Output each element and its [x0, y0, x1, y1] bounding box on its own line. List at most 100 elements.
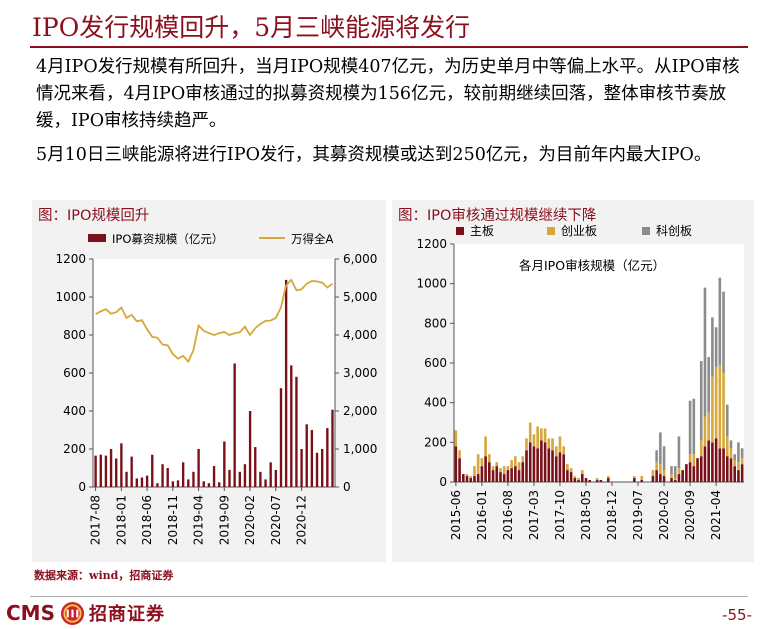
ipo-size-bar: [331, 409, 334, 487]
ipo-size-bar: [238, 471, 241, 487]
review-bar-2: [718, 277, 722, 365]
ipo-size-bar: [320, 449, 324, 487]
review-bar-1: [703, 416, 707, 447]
ipo-size-bar: [202, 481, 205, 487]
review-bar-1: [714, 366, 718, 439]
review-bar-1: [725, 436, 729, 457]
review-bar-0: [651, 476, 655, 482]
chart-ipo-size: IPO募资规模（亿元） 万得全A 0 200 400 600 800 1000 1200 0 1,0…: [55, 232, 377, 545]
review-bar-1: [670, 474, 673, 479]
review-bar-0: [473, 476, 476, 482]
legend-swatch-2: [642, 227, 650, 235]
review-bar-0: [547, 448, 551, 482]
ipo-size-bar: [218, 482, 221, 487]
review-bar-0: [536, 448, 539, 482]
y-right-tick-label: 3,000: [343, 366, 377, 380]
review-bar-0: [640, 480, 644, 482]
legend-swatch-1: [547, 227, 555, 235]
review-bar-0: [495, 466, 499, 482]
review-bar-2: [699, 361, 703, 441]
ipo-size-bar: [187, 479, 190, 487]
review-bar-0: [740, 464, 744, 482]
chart-title-ipo-review: 图：IPO审核通过规模继续下降: [398, 208, 597, 224]
review-bar-0: [737, 470, 740, 482]
ipo-size-bar: [315, 452, 319, 487]
review-bar-1: [514, 456, 517, 467]
review-bar-1: [476, 454, 480, 475]
review-bar-1: [499, 468, 502, 473]
review-bar-0: [532, 446, 536, 482]
logo-company-name: 招商证券: [88, 604, 165, 625]
x-tick-label: 2017-08: [89, 495, 103, 545]
review-bar-1: [577, 478, 580, 481]
ipo-size-bar: [284, 279, 288, 487]
review-bar-0: [573, 478, 577, 482]
review-bar-1: [729, 448, 733, 459]
ipo-size-bar: [176, 480, 180, 487]
review-bar-1: [699, 440, 703, 457]
review-bar-0: [558, 452, 562, 482]
review-bar-0: [725, 456, 729, 482]
review-bar-0: [588, 480, 592, 482]
ipo-size-bar: [223, 441, 226, 487]
review-bar-0: [562, 454, 565, 482]
x-tick-label: 2017-03: [527, 490, 541, 540]
review-bar-2: [733, 454, 737, 461]
chart-panel-ipo-size: 图：IPO规模回升 IPO募资规模（亿元） 万得全A 0 200 400 600 800 10…: [32, 200, 386, 562]
review-bar-2: [707, 357, 710, 413]
review-bar-0: [688, 462, 692, 482]
x-tick-label: 2018-01: [114, 495, 128, 545]
review-bar-0: [714, 438, 718, 482]
page-title: IPO发行规模回升，5月三峡能源将发行: [32, 13, 471, 42]
legend-swatch-0: [456, 227, 464, 235]
ipo-size-bar: [94, 455, 97, 487]
x-tick-label: 2020-12: [295, 495, 309, 545]
ipo-size-bar: [305, 424, 308, 487]
review-bar-2: [722, 291, 725, 373]
review-bar-1: [662, 470, 666, 477]
review-bar-0: [722, 448, 725, 482]
review-bar-0: [517, 470, 521, 482]
ipo-size-bar: [161, 464, 164, 487]
y-left-tick-label: 1000: [55, 290, 86, 304]
review-bar-0: [655, 470, 658, 482]
chart-title-ipo-size: 图：IPO规模回升: [38, 208, 150, 224]
chart-panel-ipo-review: 图：IPO审核通过规模继续下降 主板 创业板 科创板 各月IPO审核规模（亿元） 0 20…: [392, 200, 754, 562]
ipo-size-bar: [300, 449, 303, 487]
legend-label-ipo: IPO募资规模（亿元）: [112, 232, 223, 246]
y-right-tick-label: 6,000: [343, 252, 377, 266]
ipo-size-bar: [181, 462, 185, 487]
review-bar-0: [599, 480, 603, 482]
review-bar-0: [514, 466, 517, 482]
wind-all-a-line: [95, 278, 333, 364]
review-bar-1: [737, 462, 740, 471]
review-bar-0: [502, 474, 506, 482]
y-right-tick-label: 0: [343, 480, 351, 494]
review-bar-1: [473, 466, 476, 477]
review-bar-1: [543, 428, 547, 443]
review-bar-2: [737, 442, 740, 463]
review-bar-2: [703, 287, 707, 417]
review-bar-1: [540, 428, 543, 441]
x-tick-label: 2016-01: [475, 490, 489, 540]
review-bar-0: [543, 442, 547, 482]
legend-label-0: 主板: [470, 224, 494, 238]
y-tick-label: 0: [439, 475, 447, 489]
review-bar-1: [551, 438, 554, 451]
y-left-tick-label: 1200: [55, 252, 86, 266]
review-bar-1: [692, 454, 696, 467]
review-bar-1: [558, 436, 562, 453]
review-bar-0: [580, 474, 584, 482]
review-bar-0: [528, 442, 532, 482]
review-bar-1: [484, 436, 487, 457]
review-bar-1: [491, 466, 495, 471]
x-tick-label: 2018-11: [166, 495, 180, 545]
x-tick-label: 2019-07: [631, 490, 645, 540]
x-tick-label: 2018-06: [140, 495, 154, 545]
review-bar-1: [711, 376, 714, 443]
paragraph-three-gorges: 5月10日三峡能源将进行IPO发行，其募资规模或达到250亿元，为目前年内最大I…: [36, 145, 712, 165]
review-bar-0: [554, 456, 558, 482]
review-bar-2: [688, 400, 692, 455]
review-bar-1: [606, 476, 610, 479]
review-bar-0: [488, 462, 491, 482]
